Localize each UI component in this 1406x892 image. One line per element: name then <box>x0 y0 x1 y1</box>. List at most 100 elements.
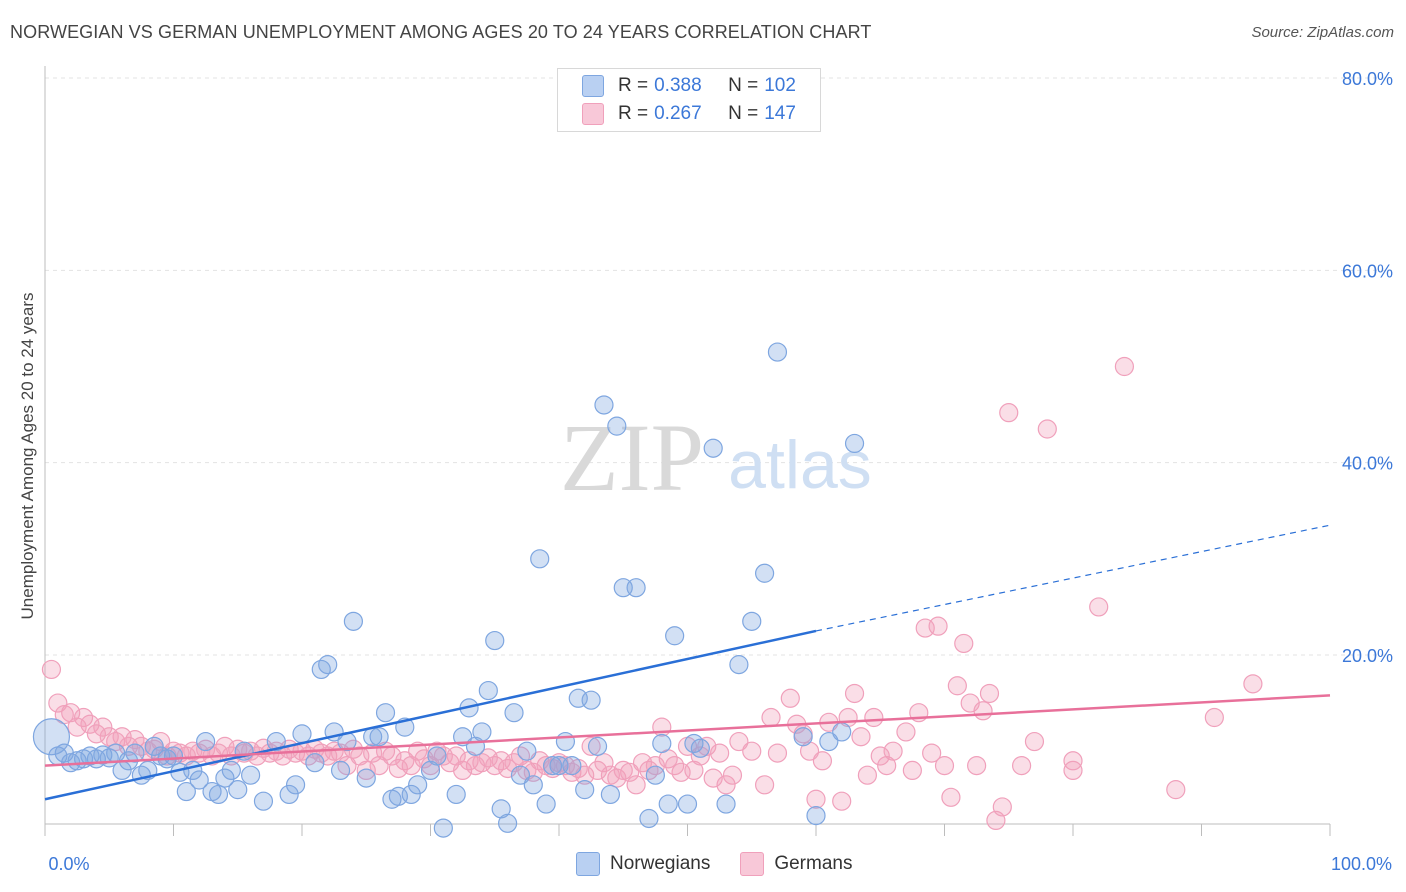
germans-point <box>767 743 788 763</box>
legend-row-norwegians: R = 0.388 N = 102 <box>558 71 796 101</box>
norwegians-point <box>844 433 865 454</box>
germans-point <box>742 741 762 761</box>
legend-r-label: R = <box>618 75 649 96</box>
legend-n-label: N = <box>728 103 759 124</box>
germans-point <box>453 760 473 781</box>
norwegians-point <box>356 768 376 788</box>
norwegians-point <box>228 780 248 800</box>
norwegians-point <box>581 690 601 710</box>
norwegians-points <box>32 342 865 838</box>
norwegians-point <box>832 722 852 742</box>
germans-point <box>581 736 601 756</box>
germans-point <box>587 760 608 781</box>
norwegians-point <box>343 611 363 631</box>
germans-point <box>883 741 903 761</box>
germans-point <box>1166 780 1186 800</box>
norwegians-point <box>215 768 235 788</box>
germans-point <box>851 727 871 747</box>
germans-point <box>41 659 62 680</box>
germans-point <box>992 797 1012 817</box>
norwegians-point <box>819 731 839 752</box>
norwegians-point <box>793 727 813 747</box>
norwegians-point <box>446 784 466 805</box>
norwegians-point <box>478 680 498 701</box>
germans-point <box>941 787 961 807</box>
germans-point <box>896 722 916 742</box>
norwegians-point <box>716 794 736 814</box>
germans-point <box>626 775 646 795</box>
chart-title: NORWEGIAN VS GERMAN UNEMPLOYMENT AMONG A… <box>10 22 872 42</box>
legend-row-germans: R = 0.267 N = 147 <box>558 99 796 129</box>
norwegians-point <box>658 794 678 814</box>
germans-point <box>754 775 775 795</box>
x-tick-label: 100.0% <box>1331 854 1392 874</box>
norwegians-point <box>607 416 627 436</box>
germans-point <box>922 743 942 763</box>
germans-point <box>967 755 987 776</box>
legend-n-value: 147 <box>764 103 796 124</box>
germans-point <box>864 707 884 728</box>
axes <box>44 66 1331 836</box>
germans-point <box>902 760 922 781</box>
tick-labels: 20.0% 40.0% 60.0% 80.0% 0.0% 100.0% <box>48 69 1393 874</box>
legend-r-value: 0.267 <box>654 103 702 124</box>
germans-point <box>806 789 826 809</box>
germans-point <box>48 693 68 713</box>
y-tick-label: 20.0% <box>1342 646 1393 666</box>
norwegians-point <box>562 755 582 776</box>
germans-point <box>1204 707 1224 728</box>
norwegians-point <box>536 794 556 814</box>
norwegians-point <box>453 727 473 747</box>
y-tick-label: 80.0% <box>1342 69 1393 89</box>
norwegians-point <box>594 395 614 415</box>
germans-point <box>844 683 865 704</box>
norwegians-point <box>241 765 261 785</box>
germans-point <box>1037 419 1057 439</box>
germans-point <box>1114 356 1135 377</box>
germans-point <box>947 676 967 696</box>
germans-point <box>710 743 730 763</box>
norwegians-point <box>189 770 209 790</box>
norwegians-point <box>542 755 563 776</box>
norwegians-point <box>498 813 518 833</box>
norwegians-point <box>555 731 576 752</box>
germans-point <box>999 403 1019 423</box>
germans-point <box>575 765 595 785</box>
germans-point <box>812 751 833 771</box>
germans-point <box>722 765 743 785</box>
norwegians-point <box>375 703 396 723</box>
norwegians-point <box>408 775 428 795</box>
norwegians-point <box>504 703 524 723</box>
trend-lines <box>44 524 1331 801</box>
norwegians-trend-extension <box>815 524 1331 632</box>
germans-point <box>356 760 376 781</box>
norwegians-point <box>32 718 71 756</box>
norwegians-point <box>253 791 274 811</box>
norwegians-point <box>587 736 608 756</box>
y-tick-label: 60.0% <box>1342 261 1393 281</box>
y-tick-label: 40.0% <box>1342 454 1393 474</box>
norwegians-point <box>125 743 145 763</box>
norwegians-point <box>510 765 531 785</box>
germans-point <box>1243 674 1263 694</box>
germans-swatch <box>582 103 604 125</box>
germans-trend-line <box>44 694 1331 767</box>
germans-point <box>857 765 878 785</box>
germans-point <box>954 633 974 654</box>
norwegians-point <box>729 655 749 675</box>
x-tick-label: 0.0% <box>48 854 89 874</box>
norwegians-point <box>652 733 672 754</box>
legend-n-label: N = <box>728 75 759 96</box>
watermark-atlas: atlas <box>728 427 872 503</box>
germans-point <box>973 701 993 721</box>
norwegians-point <box>208 784 229 805</box>
norwegians-point <box>575 780 595 800</box>
norwegians-point <box>433 818 453 838</box>
norwegians-point <box>221 760 241 781</box>
germans-point <box>1063 760 1083 781</box>
germans-point <box>594 753 614 773</box>
norwegians-point <box>330 760 351 781</box>
norwegians-point <box>196 731 216 752</box>
norwegians-point <box>279 784 299 805</box>
